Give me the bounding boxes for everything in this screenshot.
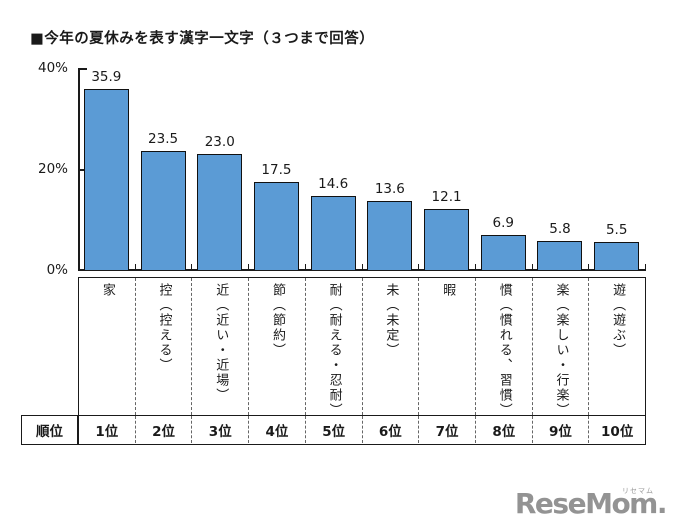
rank-cell-9: 9位 [531,416,589,443]
rank-cell-10: 10位 [588,416,645,443]
bar-column-4: 17.5 [248,68,305,270]
resemom-logo: リセマム ReseMom. [514,487,668,521]
rank-row: 1位 2位 3位 4位 5位 6位 7位 8位 9位 10位 [79,415,645,443]
bar-column-3: 23.0 [191,68,248,270]
rank-cell-2: 2位 [134,416,192,443]
bar-value-label: 23.0 [204,133,235,150]
y-tick-label: 20% [37,161,68,177]
x-tick-mark [588,264,590,270]
bar-9 [537,240,583,270]
kanji-label: 暇 [440,283,456,298]
kanji-label: 家 [99,283,115,298]
bar-column-7: 12.1 [418,68,475,270]
kanji-cell-10: 遊（遊ぶ） [588,278,645,415]
bar-10 [594,242,640,270]
bar-column-2: 23.5 [135,68,192,270]
kanji-cell-2: 控（控える） [134,278,192,415]
rank-header-cell: 順位 [21,415,78,445]
x-tick-mark [134,264,136,270]
bar-value-label: 35.9 [91,68,122,85]
bar-value-label: 23.5 [148,131,179,148]
kanji-label: 慣（慣れる、習慣） [496,283,512,415]
y-tick-mark [80,169,87,171]
kanji-label: 節（節約） [269,283,285,358]
rank-cell-3: 3位 [191,416,248,443]
rank-cell-8: 8位 [474,416,532,443]
bar-4 [253,181,299,270]
x-tick-mark [304,264,306,270]
x-axis-line [78,269,646,271]
bar-2 [140,151,186,270]
bar-column-6: 13.6 [362,68,419,270]
rank-cell-5: 5位 [304,416,362,443]
bar-value-label: 5.8 [549,220,571,237]
chart-title: ■今年の夏休みを表す漢字一文字（３つまで回答） [30,31,375,47]
x-tick-mark [474,264,476,270]
kanji-cell-5: 耐（耐える・忍耐） [304,278,362,415]
kanji-cell-6: 未（未定） [361,278,419,415]
x-tick-mark [531,264,533,270]
bar-value-label: 13.6 [374,181,405,198]
y-axis-line [78,68,80,271]
bar-8 [480,235,526,270]
y-tick-label: 0% [46,262,68,278]
kanji-label: 楽（楽しい・行楽） [553,283,569,415]
bar-value-label: 12.1 [431,188,462,205]
x-tick-mark [248,264,250,270]
x-tick-mark [361,264,363,270]
kanji-label: 耐（耐える・忍耐） [326,283,342,415]
kanji-label: 未（未定） [383,283,399,358]
bar-column-5: 14.6 [305,68,362,270]
bar-value-label: 5.5 [605,222,628,239]
kanji-cell-7: 暇 [418,278,475,415]
kanji-cell-4: 節（節約） [248,278,305,415]
bar-3 [197,153,243,270]
category-rank-table: 家 控（控える） 近（近い・近場） 節（節約） 耐（耐える・忍耐） 未（未定） 暇 慣（慣れる… [78,277,646,445]
x-tick-mark [418,264,420,270]
bar-column-9: 5.8 [532,68,589,270]
kanji-label: 近（近い・近場） [213,283,229,403]
y-tick-mark [80,68,87,70]
kanji-label: 遊（遊ぶ） [610,283,626,358]
kanji-cell-9: 楽（楽しい・行楽） [531,278,589,415]
logo-wordmark: ReseMom. [514,487,668,520]
kanji-label-row: 家 控（控える） 近（近い・近場） 節（節約） 耐（耐える・忍耐） 未（未定） 暇 慣（慣れる… [79,278,645,415]
kanji-cell-3: 近（近い・近場） [191,278,248,415]
kanji-cell-8: 慣（慣れる、習慣） [474,278,532,415]
bar-7 [424,208,470,270]
bar-column-8: 6.9 [475,68,532,270]
rank-cell-4: 4位 [248,416,305,443]
rank-cell-6: 6位 [361,416,419,443]
bar-value-label: 14.6 [318,176,349,193]
x-tick-mark [645,264,646,270]
rank-cell-1: 1位 [95,423,119,440]
x-tick-mark [191,264,193,270]
bar-column-10: 5.5 [588,68,645,270]
bar-plot-area: 35.9 23.5 23.0 17.5 14.6 13.6 12.1 6.9 5.8 5.5 [78,68,645,270]
bar-column-1: 35.9 [78,68,135,270]
rank-cell-7: 7位 [418,416,475,443]
bar-value-label: 6.9 [492,215,515,232]
bar-value-label: 17.5 [261,161,292,178]
logo-ruby-text: リセマム [622,487,654,495]
kanji-label: 控（控える） [156,283,172,373]
bar-6 [367,201,413,270]
bar-5 [310,196,356,270]
bar-1 [83,88,129,270]
y-tick-label: 40% [37,60,68,76]
kanji-cell-1: 家 [79,278,135,415]
